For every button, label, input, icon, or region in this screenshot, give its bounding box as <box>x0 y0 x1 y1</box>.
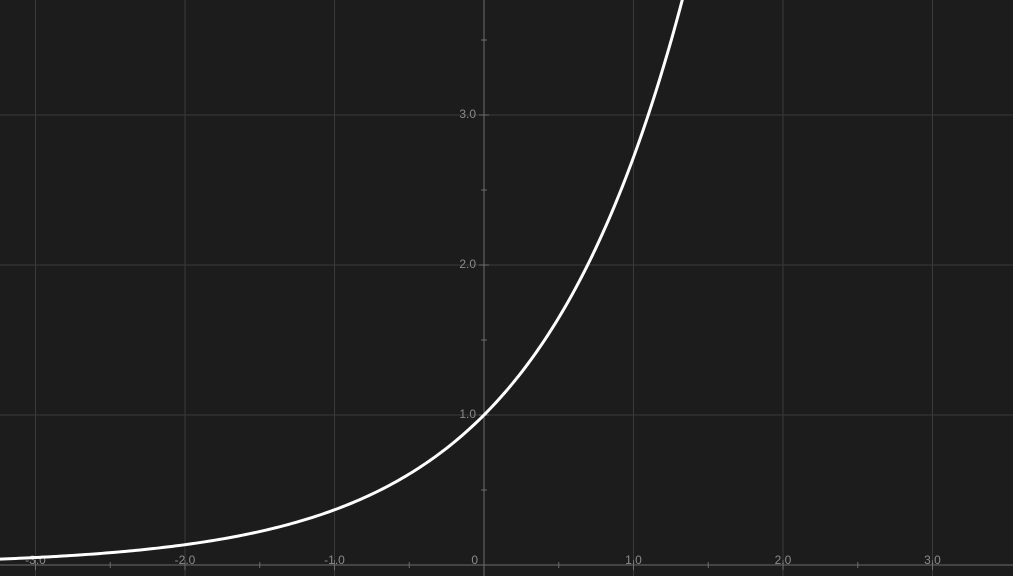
chart-svg: -3.0 -2.0 -1.0 0 1.0 2.0 3.0 1.0 2.0 3.0 <box>0 0 1013 576</box>
y-tick-label: 3.0 <box>459 107 476 121</box>
x-tick-label: 2.0 <box>775 553 792 567</box>
y-tick-label: 1.0 <box>459 407 476 421</box>
x-tick-label: 0 <box>471 553 478 567</box>
y-tick-label: 2.0 <box>459 257 476 271</box>
plot-area[interactable]: -3.0 -2.0 -1.0 0 1.0 2.0 3.0 1.0 2.0 3.0 <box>0 0 1013 576</box>
x-tick-label: -3.0 <box>25 553 46 567</box>
chart-background <box>0 0 1013 576</box>
x-tick-label: 1.0 <box>625 553 642 567</box>
x-tick-label: -2.0 <box>175 553 196 567</box>
x-tick-label: -1.0 <box>324 553 345 567</box>
x-tick-label: 3.0 <box>924 553 941 567</box>
